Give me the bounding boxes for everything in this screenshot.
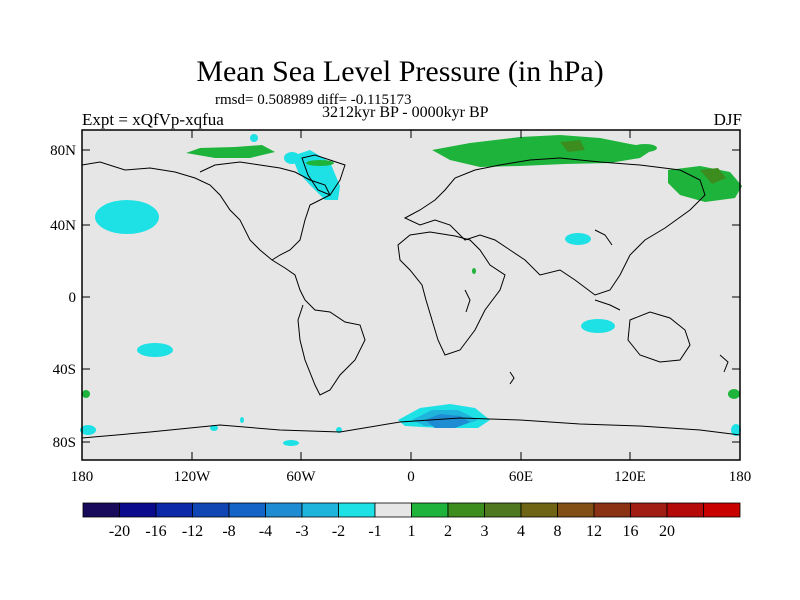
anomaly-bering-core [700, 168, 726, 184]
colorbar-label: -16 [145, 523, 166, 540]
anomaly-drake [240, 417, 244, 423]
colorbar-label: -8 [222, 523, 235, 540]
lon-tick-label: 60W [286, 469, 316, 485]
lat-tick-label: 80N [50, 143, 76, 159]
longitude-axis: 180 120W 60W 0 60E 120E 180 [71, 130, 752, 485]
colorbar-swatch [703, 502, 741, 518]
colorbar-label: 2 [444, 523, 452, 540]
colorbar-swatch [411, 502, 449, 518]
colorbar-label: 1 [408, 523, 416, 540]
coast-new-zealand [719, 354, 729, 373]
colorbar-label: 16 [623, 523, 639, 540]
colorbar-labels: -20 -16 -12 -8 -4 -3 -2 -1 1 2 3 4 8 12 16 20 [109, 523, 675, 540]
experiment-label: Expt = xQfVp-xqfua [82, 110, 224, 129]
colorbar-swatch [630, 502, 668, 518]
anomaly-arctic-canada [250, 134, 258, 142]
colorbar-swatch [520, 502, 558, 518]
colorbar-swatch [192, 502, 230, 518]
anomaly-north-eurasia [432, 135, 655, 167]
lon-tick-label: 60E [509, 469, 533, 485]
lon-tick-label: 120E [614, 469, 646, 485]
anomaly-ross-east [731, 424, 741, 436]
colorbar-swatch [374, 502, 412, 518]
coast-japan [594, 229, 613, 246]
colorbar-swatch [593, 502, 631, 518]
colorbar-swatch [119, 502, 157, 518]
latitude-axis: 80N 40N 0 40S 80S [50, 143, 740, 451]
colorbar-label: 20 [659, 523, 675, 540]
anomaly-layer [80, 134, 742, 446]
colorbar-swatch [82, 502, 120, 518]
anomaly-south-pacific [137, 343, 173, 357]
colorbar-label: 8 [554, 523, 562, 540]
colorbar-label: -3 [295, 523, 308, 540]
anomaly-antarctic-core [425, 414, 470, 428]
anomaly-ross-west [80, 425, 96, 435]
lon-tick-label: 0 [407, 469, 415, 485]
coast-madagascar [464, 289, 471, 313]
anomaly-kamchatka-north [633, 144, 657, 152]
lat-tick-label: 80S [53, 435, 76, 451]
colorbar-swatch [338, 502, 376, 518]
colorbar-label: 4 [517, 523, 525, 540]
anomaly-baffin [284, 152, 300, 164]
colorbar-swatch [447, 502, 485, 518]
colorbar-swatch [265, 502, 303, 518]
anomaly-southern-ocean-pos [728, 389, 740, 399]
colorbar-swatch [484, 502, 522, 518]
lat-tick-label: 0 [69, 290, 77, 306]
lat-tick-label: 40N [50, 218, 76, 234]
colorbar-swatch [557, 502, 595, 518]
anomaly-africa-dot [472, 268, 476, 274]
coast-kerguelen [509, 371, 515, 385]
anomaly-siberia-core [560, 140, 585, 152]
map-title: Mean Sea Level Pressure (in hPa) [196, 55, 604, 88]
anomaly-arctic-north-america [186, 145, 275, 158]
coastline-layer [81, 154, 741, 439]
colorbar-label: -20 [109, 523, 130, 540]
colorbar-swatch [228, 502, 266, 518]
anomaly-southern-ocean-pos-west [82, 390, 90, 398]
colorbar-swatch [155, 502, 193, 518]
coast-north-america-west [81, 161, 306, 301]
colorbar-swatch [666, 502, 704, 518]
colorbar-label: -12 [182, 523, 203, 540]
lon-tick-label: 180 [71, 469, 94, 485]
anomaly-central-asia [565, 233, 591, 245]
lon-tick-label: 120W [174, 469, 212, 485]
period-label: 3212kyr BP - 0000kyr BP [322, 104, 489, 121]
colorbar-label: 12 [586, 523, 602, 540]
colorbar-label: 3 [481, 523, 489, 540]
coast-south-america [297, 299, 366, 396]
anomaly-greenland-north [306, 160, 334, 166]
coast-indonesia [594, 299, 621, 311]
season-label: DJF [713, 110, 742, 129]
anomaly-bellingshausen [210, 425, 218, 431]
coast-eurasia [403, 157, 706, 296]
coast-greenland [301, 154, 346, 196]
colorbar-label: -1 [368, 523, 381, 540]
lon-tick-label: 180 [729, 469, 752, 485]
lat-tick-label: 40S [53, 362, 76, 378]
anomaly-weddell [283, 440, 299, 446]
coast-africa [397, 231, 506, 356]
colorbar-label: -2 [332, 523, 345, 540]
coast-north-america-east [199, 161, 331, 261]
colorbar-swatch [301, 502, 339, 518]
map-background [82, 130, 740, 460]
colorbar-label: -4 [259, 523, 272, 540]
coast-antarctica [81, 417, 741, 439]
anomaly-north-pacific [95, 200, 159, 234]
rmsd-diff-stats: rmsd= 0.508989 diff= -0.115173 [215, 92, 412, 108]
coast-australia [627, 311, 691, 363]
anomaly-indian-ocean [581, 319, 615, 333]
colorbar [82, 502, 741, 518]
